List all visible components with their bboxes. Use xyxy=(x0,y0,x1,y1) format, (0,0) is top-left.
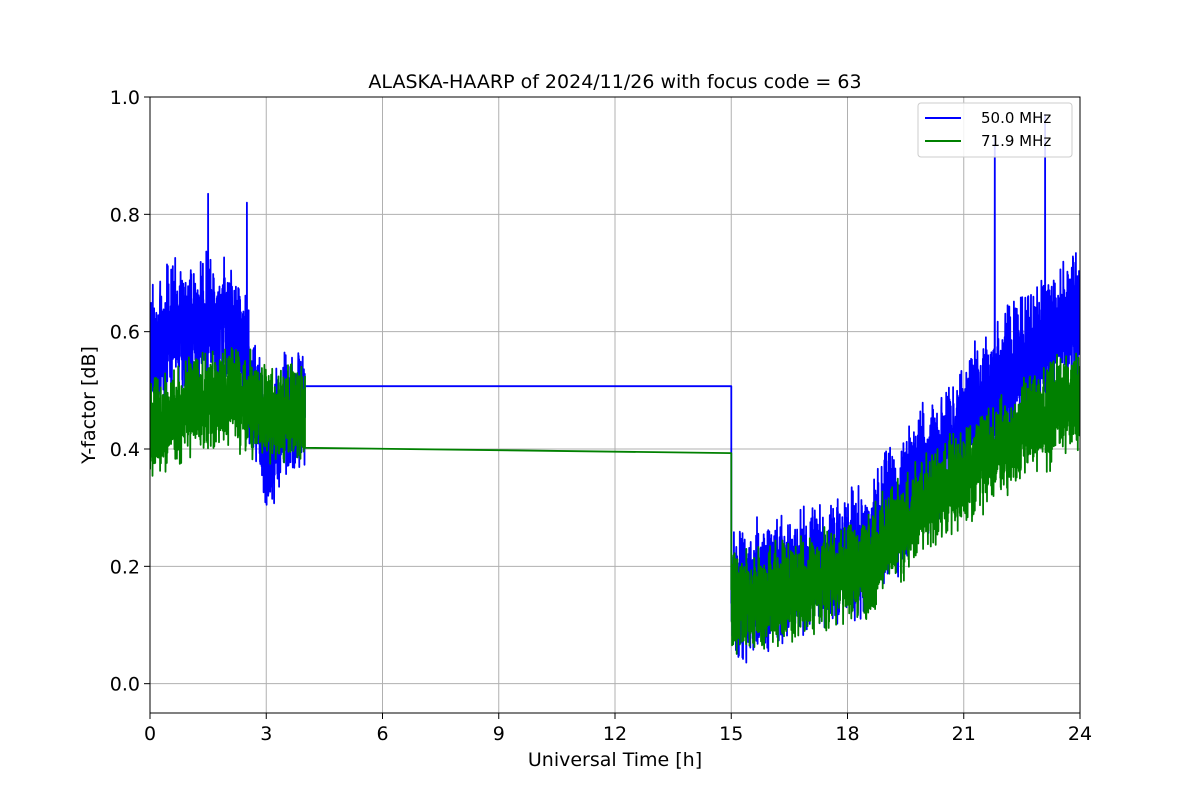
y-tick-label: 0.4 xyxy=(110,439,140,461)
x-tick-label: 6 xyxy=(376,723,388,745)
legend-label-71mhz: 71.9 MHz xyxy=(981,132,1051,150)
y-tick-label: 0.2 xyxy=(110,556,140,578)
x-tick-label: 18 xyxy=(835,723,859,745)
x-tick-label: 0 xyxy=(144,723,156,745)
legend-box xyxy=(917,102,1073,158)
y-tick-label: 1.0 xyxy=(110,87,140,109)
x-axis-ticks: 0 3 6 9 12 15 18 21 24 xyxy=(144,713,1092,745)
x-tick-label: 12 xyxy=(603,723,627,745)
series-line-71-9-mhz xyxy=(150,347,1080,655)
x-axis-label: Universal Time [h] xyxy=(528,749,702,771)
x-tick-label: 24 xyxy=(1068,723,1092,745)
x-tick-label: 9 xyxy=(493,723,505,745)
series-layer xyxy=(150,113,1080,664)
y-tick-label: 0.6 xyxy=(110,322,140,344)
x-tick-label: 15 xyxy=(719,723,743,745)
legend: 50.0 MHz 71.9 MHz xyxy=(917,102,1073,158)
x-tick-label: 3 xyxy=(260,723,272,745)
x-tick-label: 21 xyxy=(952,723,976,745)
chart-title: ALASKA-HAARP of 2024/11/26 with focus co… xyxy=(368,71,861,93)
y-tick-label: 0.8 xyxy=(110,204,140,226)
legend-label-50mhz: 50.0 MHz xyxy=(981,109,1051,127)
y-tick-label: 0.0 xyxy=(110,674,140,696)
y-axis-ticks: 0.0 0.2 0.4 0.6 0.8 1.0 xyxy=(110,87,150,696)
y-axis-label: Y-factor [dB] xyxy=(78,346,100,465)
